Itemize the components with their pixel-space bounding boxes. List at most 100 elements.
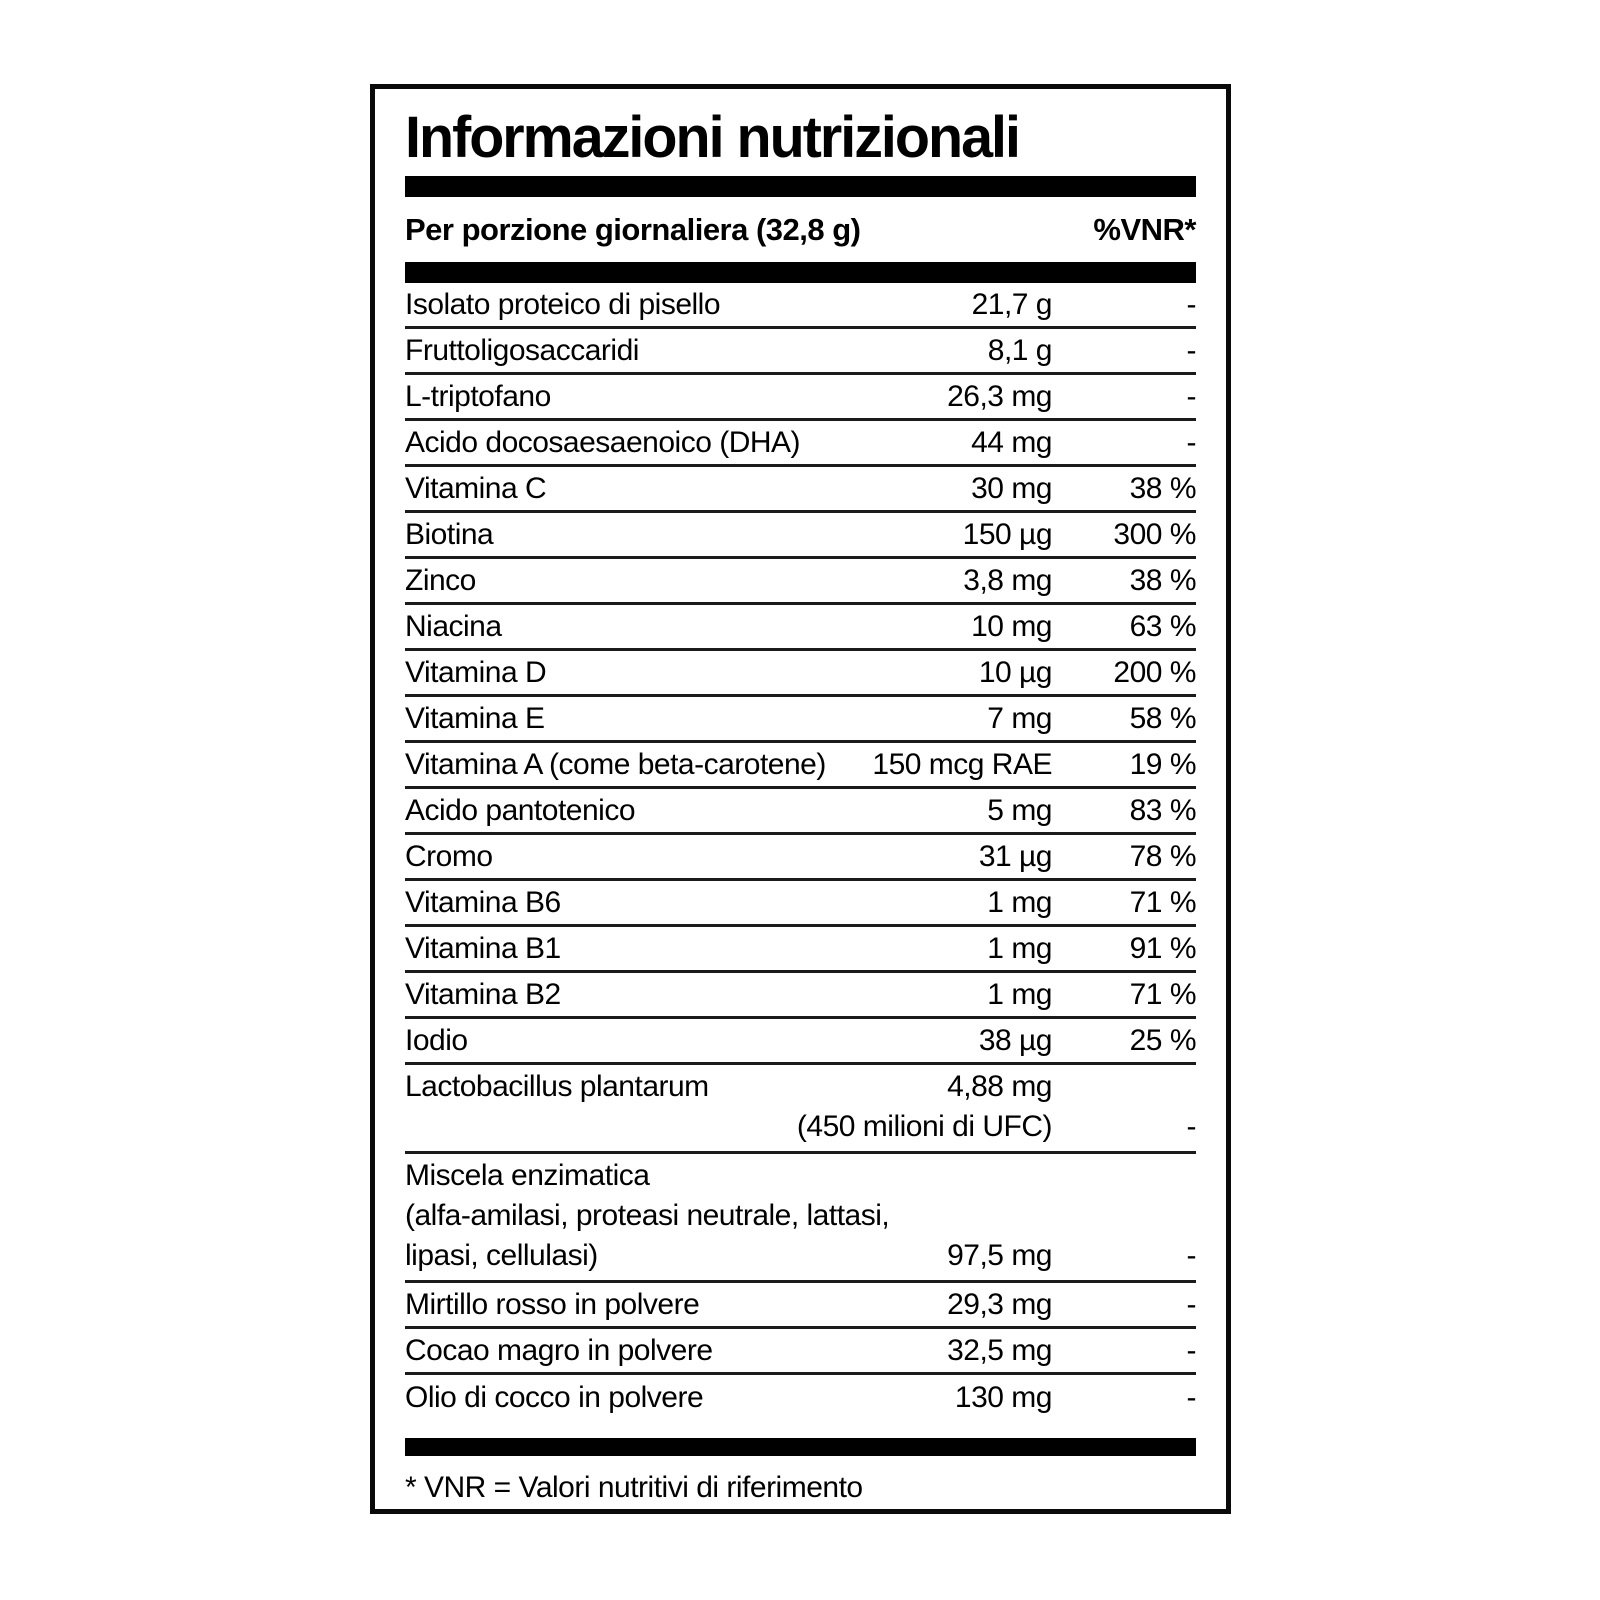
table-row: Iodio 38 µg 25 %: [405, 1019, 1197, 1065]
table-row: Vitamina C 30 mg 38 %: [405, 467, 1197, 513]
nutrient-amount: 26,3 mg: [947, 379, 1052, 413]
table-row: Cocao magro in polvere 32,5 mg -: [405, 1329, 1197, 1375]
table-row: Biotina 150 µg 300 %: [405, 513, 1197, 559]
nutrient-vnr: -: [1186, 333, 1197, 367]
divider-bar-header: [405, 262, 1196, 283]
table-row: Niacina 10 mg 63 %: [405, 605, 1197, 651]
nutrient-vnr: 200 %: [1113, 655, 1196, 689]
table-row: Acido docosaesaenoico (DHA) 44 mg -: [405, 421, 1197, 467]
nutrient-vnr: -: [1186, 1239, 1197, 1272]
nutrient-name: Zinco: [405, 563, 476, 597]
nutrient-amount: 1 mg: [987, 885, 1052, 919]
nutrient-vnr: 91 %: [1129, 931, 1197, 965]
nutrient-name: Isolato proteico di pisello: [405, 287, 721, 321]
nutrient-name: Cromo: [405, 839, 493, 873]
nutrient-vnr: -: [1186, 1381, 1197, 1414]
nutrient-name: Cocao magro in polvere: [405, 1333, 713, 1367]
nutrient-vnr: 38 %: [1129, 563, 1197, 597]
nutrient-vnr: -: [1186, 1333, 1197, 1367]
nutrient-rows: Isolato proteico di pisello 21,7 g - Fru…: [405, 283, 1197, 1065]
table-row: Vitamina E 7 mg 58 %: [405, 697, 1197, 743]
nutrient-amount: 31 µg: [978, 839, 1053, 873]
serving-size-label: Per porzione giornaliera (32,8 g): [405, 212, 861, 247]
nutrient-name: Lactobacillus plantarum: [405, 1070, 709, 1103]
vnr-footnote: * VNR = Valori nutritivi di riferimento: [405, 1471, 863, 1504]
nutrient-vnr: 38 %: [1129, 471, 1197, 505]
table-row: Isolato proteico di pisello 21,7 g -: [405, 283, 1197, 329]
nutrient-amount: 21,7 g: [971, 287, 1053, 321]
table-row: Vitamina B6 1 mg 71 %: [405, 881, 1197, 927]
nutrient-amount: 130 mg: [954, 1381, 1053, 1414]
nutrient-name: Vitamina B6: [405, 885, 561, 919]
nutrient-vnr: 78 %: [1129, 839, 1197, 873]
nutrient-amount: 8,1 g: [987, 333, 1053, 367]
table-header-row: Per porzione giornaliera (32,8 g) %VNR*: [405, 197, 1196, 262]
nutrient-amount: 44 mg: [971, 425, 1052, 459]
nutrient-name: Fruttoligosaccaridi: [405, 333, 639, 367]
table-row-enzyme-blend: Miscela enzimatica (alfa-amilasi, protea…: [405, 1154, 1197, 1283]
table-row: Cromo 31 µg 78 %: [405, 835, 1197, 881]
nutrient-name: Vitamina A (come beta-carotene): [405, 747, 826, 781]
vnr-column-header: %VNR*: [1093, 212, 1196, 247]
nutrient-amount: 30 mg: [971, 471, 1052, 505]
nutrient-vnr: 300 %: [1113, 517, 1196, 551]
nutrient-name: Mirtillo rosso in polvere: [405, 1287, 700, 1321]
table-row: Vitamina A (come beta-carotene) 150 mcg …: [405, 743, 1197, 789]
nutrient-name: Iodio: [405, 1023, 468, 1057]
nutrient-amount: 32,5 mg: [947, 1333, 1052, 1367]
nutrient-vnr: -: [1186, 1110, 1197, 1143]
nutrient-vnr: 63 %: [1129, 609, 1197, 643]
nutrient-amount: 5 mg: [987, 793, 1052, 827]
table-row: Vitamina B2 1 mg 71 %: [405, 973, 1197, 1019]
nutrient-vnr: 58 %: [1129, 701, 1197, 735]
table-row: Vitamina D 10 µg 200 %: [405, 651, 1197, 697]
nutrient-name-detail: (alfa-amilasi, proteasi neutrale, lattas…: [405, 1199, 890, 1232]
table-row: L-triptofano 26,3 mg -: [405, 375, 1197, 421]
nutrient-vnr: -: [1186, 287, 1197, 321]
nutrient-name: Miscela enzimatica: [405, 1159, 650, 1192]
nutrient-amount: 3,8 mg: [963, 563, 1052, 597]
nutrient-amount: 10 µg: [978, 655, 1053, 689]
nutrient-amount: 7 mg: [987, 701, 1052, 735]
nutrient-amount: 1 mg: [987, 931, 1052, 965]
table-row: Vitamina B1 1 mg 91 %: [405, 927, 1197, 973]
nutrient-name: Acido pantotenico: [405, 793, 636, 827]
nutrient-name: Vitamina E: [405, 701, 545, 735]
nutrient-name: Olio di cocco in polvere: [405, 1381, 704, 1414]
nutrient-name: Biotina: [405, 517, 494, 551]
nutrient-vnr: 71 %: [1129, 885, 1197, 919]
nutrient-name: Niacina: [405, 609, 502, 643]
table-row-lactobacillus: Lactobacillus plantarum 4,88 mg (450 mil…: [405, 1065, 1197, 1154]
divider-bar-bottom: [405, 1438, 1196, 1456]
nutrient-amount-detail: (450 milioni di UFC): [796, 1110, 1053, 1143]
nutrient-vnr: -: [1186, 425, 1197, 459]
nutrient-amount: 38 µg: [978, 1023, 1053, 1057]
nutrition-label: Informazioni nutrizionali Per porzione g…: [370, 84, 1231, 1514]
nutrient-vnr: -: [1186, 379, 1197, 413]
nutrient-vnr: 19 %: [1129, 747, 1197, 781]
nutrient-amount: 150 µg: [962, 517, 1053, 551]
nutrient-rows-bottom: Mirtillo rosso in polvere 29,3 mg - Coca…: [405, 1283, 1197, 1421]
nutrient-name: Acido docosaesaenoico (DHA): [405, 425, 801, 459]
nutrient-vnr: 25 %: [1129, 1023, 1197, 1057]
table-row: Olio di cocco in polvere 130 mg -: [405, 1375, 1197, 1421]
nutrient-name: Vitamina D: [405, 655, 547, 689]
table-row: Mirtillo rosso in polvere 29,3 mg -: [405, 1283, 1197, 1329]
nutrient-amount: 97,5 mg: [947, 1239, 1052, 1272]
nutrient-amount: 4,88 mg: [947, 1070, 1052, 1103]
nutrient-vnr: 83 %: [1129, 793, 1197, 827]
nutrient-amount: 150 mcg RAE: [872, 747, 1052, 781]
table-row: Zinco 3,8 mg 38 %: [405, 559, 1197, 605]
nutrition-label-title: Informazioni nutrizionali: [405, 105, 1021, 170]
nutrient-vnr: -: [1186, 1287, 1197, 1321]
table-row: Fruttoligosaccaridi 8,1 g -: [405, 329, 1197, 375]
divider-bar-top: [405, 176, 1196, 197]
nutrient-name: Vitamina C: [405, 471, 547, 505]
nutrient-name: Vitamina B1: [405, 931, 561, 965]
nutrient-vnr: 71 %: [1129, 977, 1197, 1011]
nutrient-name: L-triptofano: [405, 379, 551, 413]
nutrient-name: Vitamina B2: [405, 977, 561, 1011]
table-row: Acido pantotenico 5 mg 83 %: [405, 789, 1197, 835]
nutrient-amount: 10 mg: [971, 609, 1052, 643]
